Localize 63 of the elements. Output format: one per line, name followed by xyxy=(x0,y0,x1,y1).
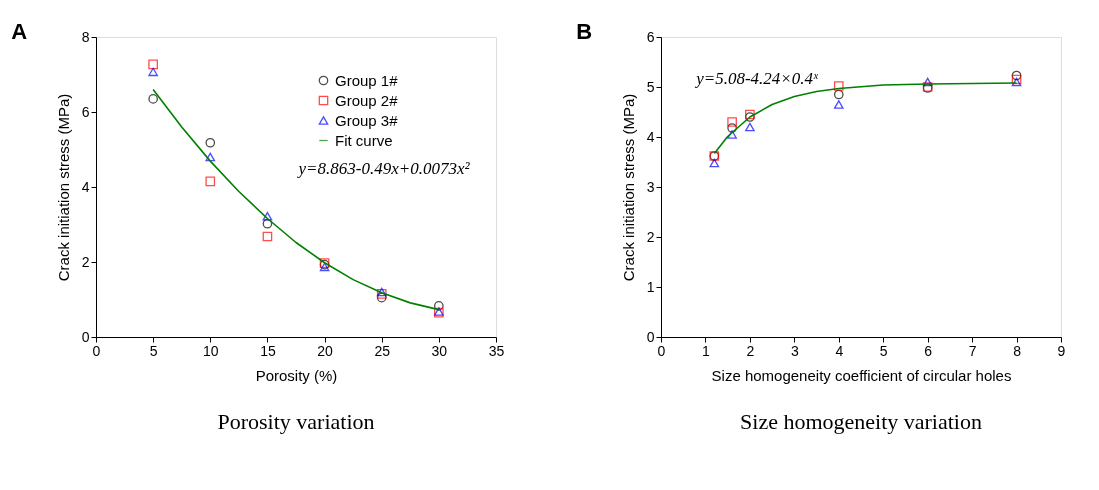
y-axis-title: Crack initiation stress (MPa) xyxy=(54,93,72,282)
x-tick-label: 35 xyxy=(488,342,505,359)
x-tick-label: 25 xyxy=(374,342,391,359)
x-tick-label: 3 xyxy=(790,342,799,359)
legend-label: Group 2# xyxy=(335,91,399,109)
y-tick-label: 1 xyxy=(646,278,655,295)
point xyxy=(205,152,216,162)
point xyxy=(148,94,158,104)
y-tick-label: 4 xyxy=(646,128,655,145)
annotation: y=5.08-4.24×0.4ˣ xyxy=(694,69,820,88)
point xyxy=(833,89,844,100)
point xyxy=(745,122,755,132)
point xyxy=(434,301,444,311)
x-axis-title: Size homogeneity coefficient of circular holes xyxy=(711,366,1012,384)
point xyxy=(833,81,844,91)
point xyxy=(833,100,844,109)
y-tick-label: 2 xyxy=(646,228,655,245)
x-tick-label: 20 xyxy=(317,342,334,359)
y-tick-label: 6 xyxy=(81,103,90,120)
y-tick-label: 6 xyxy=(646,28,655,45)
y-tick-label: 0 xyxy=(81,328,90,345)
legend-label: Fit curve xyxy=(335,131,393,149)
annotation: y=8.863-0.49x+0.0073x² xyxy=(296,159,471,178)
y-tick-label: 0 xyxy=(646,328,655,345)
y-tick-label: 2 xyxy=(81,253,90,270)
chart-title: A xyxy=(11,19,28,44)
point xyxy=(148,67,158,77)
y-axis-title: Crack initiation stress (MPa) xyxy=(619,93,637,282)
text: Porosity variation xyxy=(217,409,375,434)
y-tick-label: 4 xyxy=(81,178,90,195)
point xyxy=(709,158,720,168)
x-tick-label: 9 xyxy=(1057,342,1066,359)
point xyxy=(727,117,737,127)
point xyxy=(262,231,273,242)
x-tick-label: 30 xyxy=(431,342,448,359)
y-tick-label: 3 xyxy=(646,178,655,195)
x-tick-label: 15 xyxy=(260,342,276,359)
x-tick-label: 5 xyxy=(879,342,888,359)
legend-label: Group 1# xyxy=(335,71,399,89)
point xyxy=(727,130,737,139)
x-tick-label: 0 xyxy=(92,342,101,359)
legend-label: Group 3# xyxy=(335,111,399,129)
y-tick-label: 5 xyxy=(646,78,655,95)
x-tick-label: 0 xyxy=(657,342,666,359)
point xyxy=(922,77,933,87)
x-axis-title: Porosity (%) xyxy=(255,366,338,384)
point xyxy=(376,292,387,303)
x-tick-label: 2 xyxy=(746,342,755,359)
x-tick-label: 6 xyxy=(924,342,933,359)
text: Size homogeneity variation xyxy=(740,409,982,434)
x-tick-label: 5 xyxy=(149,342,158,359)
x-tick-label: 8 xyxy=(1013,342,1022,359)
x-tick-label: 4 xyxy=(835,342,844,359)
chart-title: B xyxy=(576,19,593,44)
point xyxy=(1011,70,1022,81)
x-tick-label: 10 xyxy=(203,342,219,359)
x-tick-label: 7 xyxy=(968,342,977,359)
y-tick-label: 8 xyxy=(81,28,90,45)
point xyxy=(205,176,216,187)
point xyxy=(262,211,273,221)
point xyxy=(205,137,216,148)
point xyxy=(148,59,158,70)
x-tick-label: 1 xyxy=(702,342,711,359)
